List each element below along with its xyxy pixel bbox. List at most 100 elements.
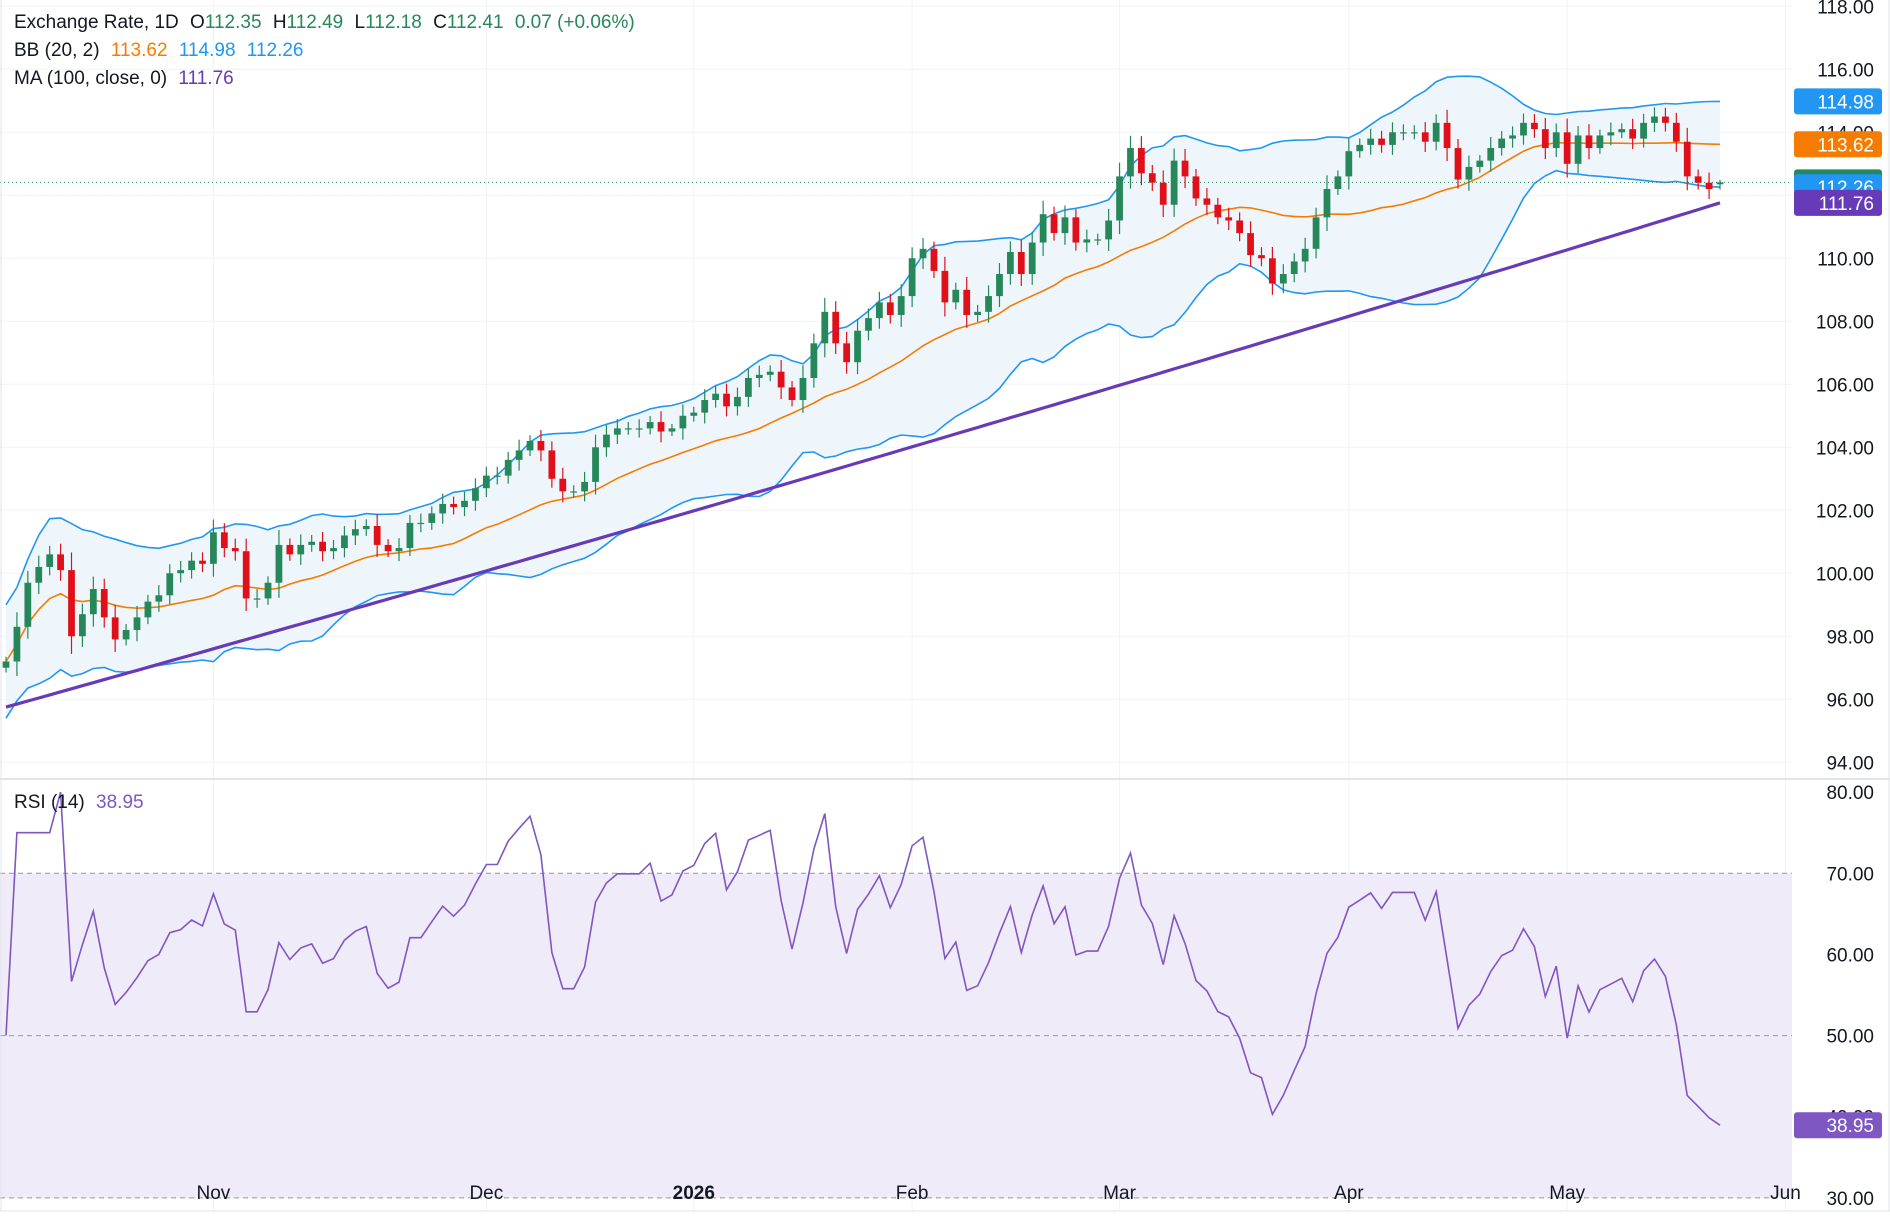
candle-body bbox=[482, 475, 490, 489]
candle-body bbox=[930, 248, 938, 271]
candle-body bbox=[1705, 182, 1713, 189]
candle-body bbox=[133, 617, 141, 630]
candle-body bbox=[68, 570, 75, 637]
price-tick-label: 106.00 bbox=[1816, 375, 1874, 396]
rsi-line bbox=[5, 791, 1721, 1126]
candle-body bbox=[821, 311, 829, 344]
candle-body bbox=[1389, 132, 1396, 145]
candle-body bbox=[1072, 217, 1080, 243]
candle-body bbox=[974, 311, 982, 315]
rsi-tick-label: 80.00 bbox=[1826, 783, 1874, 804]
candle-body bbox=[854, 330, 861, 363]
candle-body bbox=[439, 503, 447, 514]
candle-body bbox=[1039, 214, 1047, 243]
candle-body bbox=[1236, 220, 1244, 234]
candle-body bbox=[428, 513, 436, 523]
candle-body bbox=[613, 428, 621, 435]
candle-body bbox=[1345, 151, 1353, 177]
candle-body bbox=[1367, 138, 1375, 145]
rsi-tag-bg bbox=[1794, 1112, 1882, 1139]
bb-middle-line bbox=[5, 141, 1721, 662]
ma-tag-bg bbox=[1794, 189, 1882, 216]
candle-body bbox=[504, 459, 512, 476]
candle-body bbox=[1520, 122, 1527, 136]
candle-body bbox=[832, 311, 840, 344]
legend-ma-name: MA (100, close, 0) bbox=[14, 68, 168, 89]
price-tick-label: 108.00 bbox=[1816, 312, 1874, 333]
candle-body bbox=[1258, 255, 1265, 259]
rsi-tick-label: 30.00 bbox=[1826, 1189, 1874, 1210]
candle-body bbox=[1192, 176, 1200, 199]
price-tick-label: 116.00 bbox=[1817, 60, 1874, 81]
candle-body bbox=[1334, 176, 1342, 189]
candle-body bbox=[1531, 122, 1538, 130]
candle-body bbox=[1454, 148, 1462, 180]
x-tick-label: Nov bbox=[197, 1183, 231, 1204]
legend-low-value: 112.18 bbox=[365, 12, 422, 33]
candle-body bbox=[1105, 220, 1113, 240]
candle-body bbox=[24, 582, 32, 627]
legend-bb: BB (20, 2) 113.62 114.98 112.26 bbox=[14, 40, 310, 62]
candle-body bbox=[548, 450, 556, 479]
candle-body bbox=[810, 343, 818, 378]
candle-body bbox=[308, 541, 316, 545]
candle-body bbox=[13, 626, 21, 662]
candle-body bbox=[493, 475, 501, 477]
candle-body bbox=[897, 296, 905, 315]
candle-body bbox=[635, 428, 643, 430]
candle-body bbox=[744, 377, 752, 397]
candle-body bbox=[1127, 148, 1134, 177]
price-tick-label: 100.00 bbox=[1816, 564, 1874, 585]
candle-body bbox=[1356, 144, 1364, 152]
candle-body bbox=[1563, 132, 1571, 164]
legend-rsi: RSI (14) 38.95 bbox=[14, 792, 150, 814]
candle-body bbox=[526, 440, 534, 451]
candle-body bbox=[919, 248, 927, 259]
candle-body bbox=[1662, 116, 1669, 123]
price-tick-label: 94.00 bbox=[1826, 753, 1874, 774]
candle-body bbox=[1443, 122, 1451, 149]
candle-body bbox=[843, 343, 851, 363]
candle-body bbox=[865, 318, 872, 331]
x-tick-label: 2026 bbox=[673, 1183, 715, 1204]
legend-rsi-name: RSI (14) bbox=[14, 792, 85, 813]
candle-body bbox=[1498, 138, 1506, 149]
moving-average bbox=[5, 201, 1721, 709]
candle-body bbox=[1465, 166, 1473, 180]
candle-body bbox=[723, 393, 730, 407]
price-tick-label: 104.00 bbox=[1816, 438, 1874, 459]
candle-body bbox=[1618, 129, 1626, 133]
candle-body bbox=[1159, 182, 1167, 205]
legend-ma: MA (100, close, 0) 111.76 bbox=[14, 68, 240, 90]
candle-body bbox=[1640, 122, 1647, 139]
candle-body bbox=[46, 554, 54, 567]
candle-body bbox=[111, 617, 119, 640]
candle-body bbox=[886, 302, 894, 315]
candle-body bbox=[1323, 188, 1331, 218]
legend-bb-upper: 114.98 bbox=[178, 40, 236, 61]
legend-ohlc: Exchange Rate, 1D O112.35 H112.49 L112.1… bbox=[14, 12, 641, 34]
candle-body bbox=[1596, 135, 1604, 149]
candle-body bbox=[1301, 248, 1309, 262]
candle-body bbox=[166, 573, 174, 596]
price-tick-label: 102.00 bbox=[1816, 501, 1874, 522]
candle-body bbox=[1203, 198, 1211, 205]
x-tick-label: Jun bbox=[1770, 1183, 1801, 1204]
candle-body bbox=[799, 377, 807, 401]
candle-body bbox=[1432, 122, 1440, 142]
candle-body bbox=[952, 289, 960, 303]
ma-line bbox=[5, 201, 1721, 709]
legend-ma-value: 111.76 bbox=[178, 68, 234, 89]
candle-body bbox=[330, 548, 337, 552]
candle-body bbox=[581, 481, 588, 492]
candle-body bbox=[1148, 173, 1156, 183]
price-tick-label: 96.00 bbox=[1826, 690, 1874, 711]
candle-body bbox=[1083, 239, 1091, 243]
candle-body bbox=[1541, 129, 1549, 149]
candle-body bbox=[1476, 160, 1484, 167]
candle-body bbox=[875, 302, 883, 319]
legend-open-value: 112.35 bbox=[204, 12, 262, 33]
candle-body bbox=[788, 387, 796, 401]
